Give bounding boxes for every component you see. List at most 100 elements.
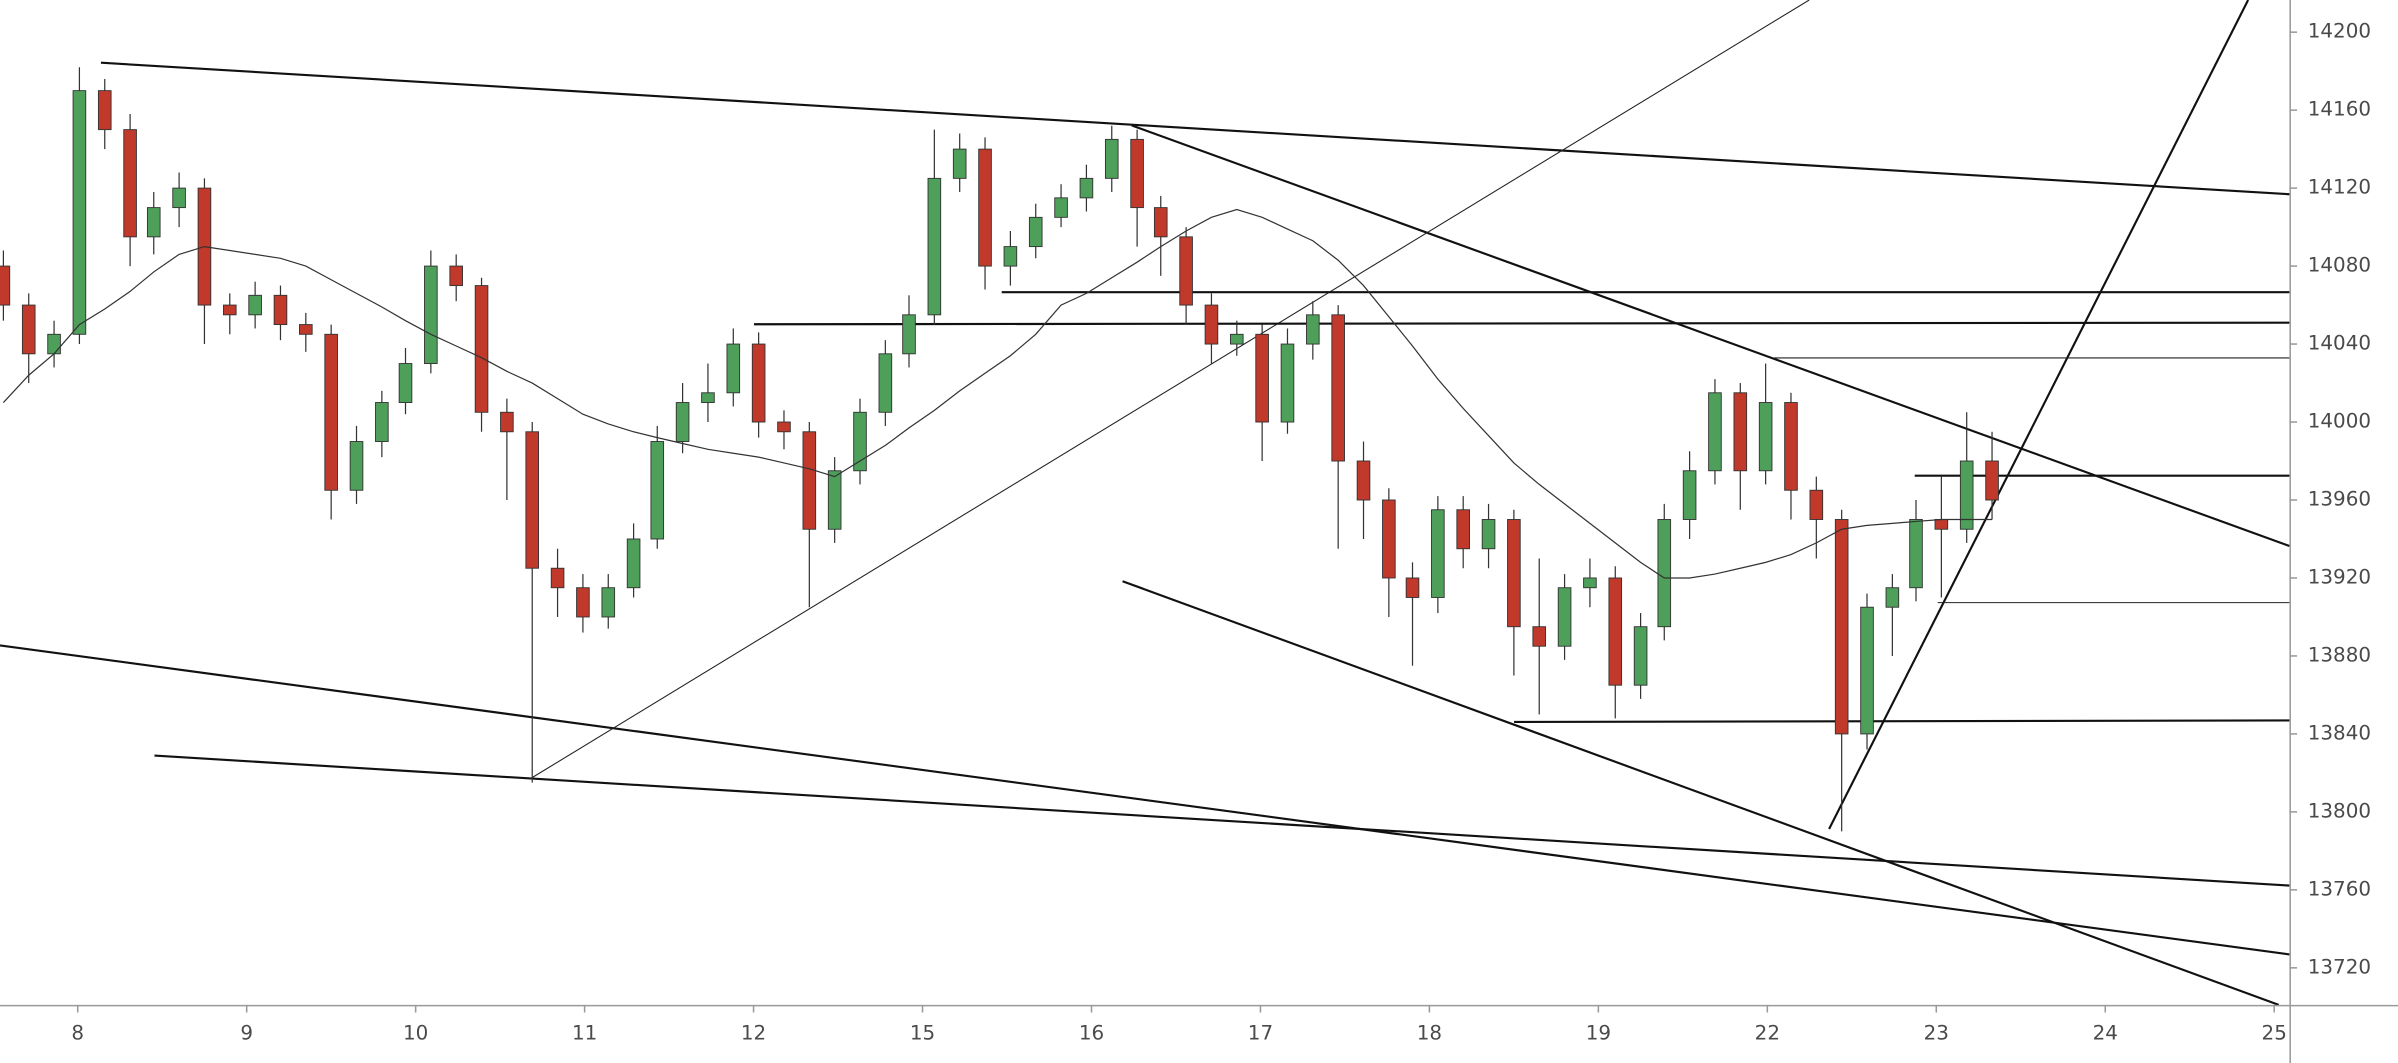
candle-body xyxy=(146,207,161,238)
x-tick-label: 9 xyxy=(240,1021,253,1044)
candle-body xyxy=(1481,519,1496,550)
candle-body xyxy=(1909,519,1923,589)
candle-body xyxy=(701,392,715,403)
candle-body xyxy=(72,90,87,335)
candle-body xyxy=(248,294,262,316)
candle-body xyxy=(827,470,842,530)
y-tick-label: 13960 xyxy=(2308,488,2371,511)
x-tick-label: 19 xyxy=(1586,1021,1611,1044)
candle-body xyxy=(1557,587,1572,647)
candle-body xyxy=(172,187,186,209)
candle-body xyxy=(1682,470,1697,520)
candle-body xyxy=(1028,216,1043,248)
candle-body xyxy=(1456,509,1470,550)
candle-body xyxy=(1079,177,1094,199)
trend-line xyxy=(530,0,1810,779)
candle-body xyxy=(1657,519,1672,628)
y-tick-label: 14200 xyxy=(2308,20,2371,43)
x-tick-label: 25 xyxy=(2262,1021,2287,1044)
candle-body xyxy=(1280,343,1295,423)
candle-body xyxy=(601,587,616,618)
candle-body xyxy=(1431,509,1445,598)
candle-body xyxy=(324,333,338,491)
x-tick-label: 24 xyxy=(2093,1021,2118,1044)
candle-body xyxy=(525,431,540,569)
x-tick-label: 17 xyxy=(1248,1021,1273,1044)
y-tick-label: 13840 xyxy=(2308,721,2371,744)
candle-body xyxy=(1934,519,1949,530)
candle-body xyxy=(1809,489,1824,520)
candle-body xyxy=(1204,304,1219,345)
candle-body xyxy=(978,148,992,267)
candle-body xyxy=(1405,577,1420,598)
x-tick-label: 22 xyxy=(1755,1021,1780,1044)
x-tick-label: 18 xyxy=(1417,1021,1442,1044)
candle-body xyxy=(273,294,288,326)
candle-body xyxy=(927,177,942,316)
candle-body xyxy=(375,402,389,442)
y-tick-label: 14080 xyxy=(2308,254,2371,277)
y-tick-label: 13800 xyxy=(2308,799,2371,822)
candle-body xyxy=(853,411,867,472)
candle-body xyxy=(1153,207,1168,238)
candle-body xyxy=(474,285,489,413)
x-tick-label: 8 xyxy=(71,1021,84,1044)
candle-body xyxy=(1758,402,1773,472)
y-tick-label: 13920 xyxy=(2308,565,2371,588)
candle-body xyxy=(675,402,690,442)
trend-line xyxy=(0,644,2290,956)
candle-body xyxy=(1834,519,1849,735)
candle-body xyxy=(97,90,112,131)
candle-body xyxy=(1382,499,1396,579)
y-tick-label: 14160 xyxy=(2308,98,2371,121)
candle-body xyxy=(424,265,438,365)
trend-line xyxy=(1122,580,2280,1006)
candle-body xyxy=(0,265,11,306)
candle-body xyxy=(802,431,817,530)
trend-line xyxy=(154,754,2290,887)
drawings xyxy=(0,0,2290,1006)
candle-body xyxy=(1583,577,1597,589)
candle-body xyxy=(1229,333,1244,345)
level-line xyxy=(753,321,2290,326)
y-tick-label: 14040 xyxy=(2308,332,2371,355)
x-tick-label: 23 xyxy=(1924,1021,1949,1044)
candle-body xyxy=(878,353,893,413)
candle-body xyxy=(47,333,61,355)
candle-body xyxy=(777,421,791,433)
candle-body xyxy=(1331,314,1345,462)
candle-body xyxy=(1633,626,1648,686)
candle-body xyxy=(1532,626,1547,647)
candle-body xyxy=(1054,197,1068,218)
candle-body xyxy=(550,567,565,589)
candle-body xyxy=(952,148,967,179)
candle-body xyxy=(349,441,364,491)
y-tick-label: 13880 xyxy=(2308,643,2371,666)
candle-body xyxy=(1356,460,1371,501)
x-tick-label: 15 xyxy=(910,1021,935,1044)
candle-body xyxy=(650,441,665,540)
trend-line xyxy=(1131,124,2290,548)
x-tick-label: 11 xyxy=(572,1021,597,1044)
trend-line xyxy=(1828,0,2250,830)
candle-body xyxy=(1179,236,1193,306)
candle-body xyxy=(726,343,741,394)
candle-body xyxy=(1885,587,1900,608)
candle-body xyxy=(1784,402,1798,491)
candle-body xyxy=(1985,460,1999,501)
candle-body xyxy=(1708,392,1722,472)
candle-body xyxy=(1733,392,1748,472)
candle-body xyxy=(751,343,766,423)
trend-line xyxy=(100,61,2290,196)
candle-body xyxy=(500,411,514,433)
candle-body xyxy=(398,363,413,403)
y-tick-label: 13720 xyxy=(2308,955,2371,978)
y-tick-label: 14000 xyxy=(2308,410,2371,433)
candle-body xyxy=(449,265,463,287)
moving-average xyxy=(2,208,1993,579)
candle-body xyxy=(1959,460,1974,530)
candle-body xyxy=(1255,333,1269,423)
candle-body xyxy=(21,304,36,355)
x-tick-label: 16 xyxy=(1079,1021,1104,1044)
